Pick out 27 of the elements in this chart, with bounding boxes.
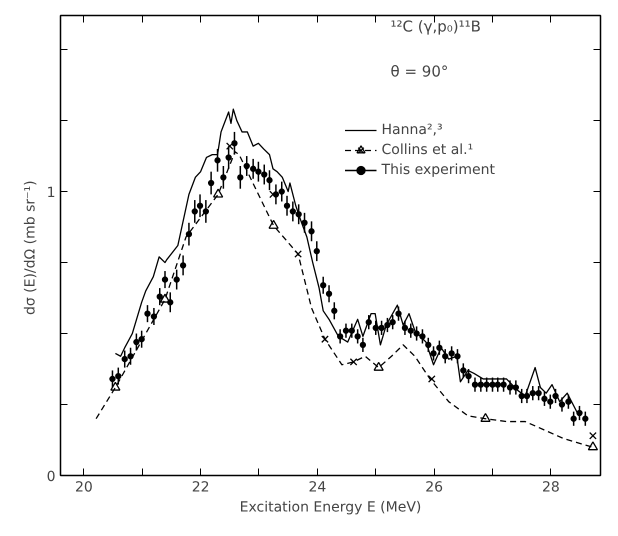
point [321, 335, 329, 344]
y-tick-label: 1 [46, 185, 56, 202]
point [480, 412, 491, 422]
x-tick-label: 26 [425, 480, 444, 496]
point [588, 441, 598, 450]
point [160, 294, 170, 303]
point [374, 362, 384, 371]
point [428, 375, 436, 383]
legend-label: Hanna²,³ [382, 122, 443, 138]
y-tick-label: 0 [46, 469, 56, 485]
x-tick-label: 20 [74, 480, 93, 496]
point [212, 188, 224, 198]
point [226, 142, 234, 150]
x-tick-label: 24 [308, 480, 326, 496]
point [268, 220, 279, 229]
legend-label: This experiment [382, 162, 495, 178]
legend-label: Collins et al.¹ [382, 142, 474, 158]
point [110, 382, 121, 391]
annotation: ¹²C (γ,p₀)¹¹B [390, 18, 481, 36]
y-axis-title: dσ (E)/dΩ (mb sr⁻¹) [22, 180, 39, 316]
x-tick-label: 28 [542, 480, 560, 496]
x-axis-title: Excitation Energy E (MeV) [240, 500, 422, 516]
point [589, 432, 597, 440]
point [294, 250, 302, 258]
point [350, 358, 358, 366]
annotation: θ = 90° [390, 62, 448, 80]
x-tick-label: 22 [192, 480, 210, 496]
